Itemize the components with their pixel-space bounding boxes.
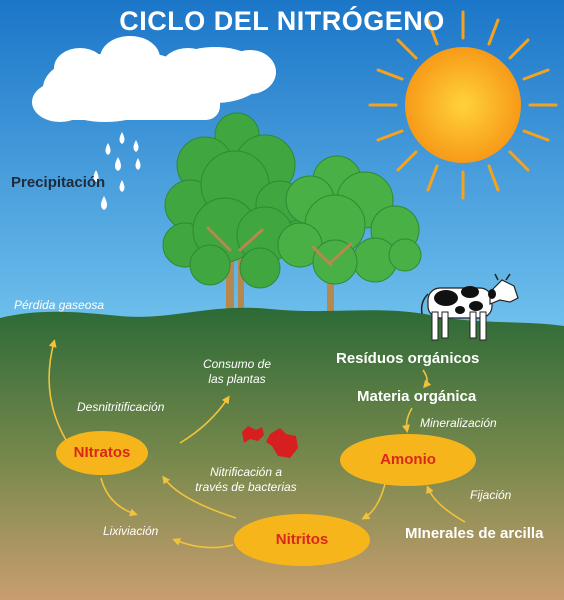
sun-icon xyxy=(368,10,558,200)
cloud-icon xyxy=(32,36,276,122)
label-nitrification-line1: Nitrificación a xyxy=(209,465,283,479)
label-mineralization: Mineralización xyxy=(420,416,497,430)
label-organic-residues: Resíduos orgánicos xyxy=(336,350,480,367)
arrow-nitrates-to-plants xyxy=(179,395,230,444)
nitrites-label: Nitritos xyxy=(275,531,329,548)
page-title: CICLO DEL NITRÓGENO xyxy=(119,6,445,36)
label-plant-uptake-line2: las plantas xyxy=(208,372,266,386)
nitrates-oval xyxy=(56,431,148,475)
bacteria-icon xyxy=(242,426,298,458)
arrow-matter-to-ammonium xyxy=(402,407,413,433)
arrow-ammonium-to-nitrites xyxy=(361,483,386,520)
label-clay-minerals: MInerales de arcilla xyxy=(405,525,544,542)
label-nitrification-line2: través de bacterias xyxy=(195,480,297,494)
label-plant-uptake-line1: Consumo de xyxy=(202,357,272,371)
arrow-nitrites-to-leaching xyxy=(172,538,234,549)
nitrites-oval xyxy=(234,514,370,566)
label-fixation: Fijación xyxy=(470,488,512,502)
nitrates-label: NItratos xyxy=(73,444,131,461)
label-organic-matter: Materia orgánica xyxy=(357,388,477,405)
label-gas-loss: Pérdida gaseosa xyxy=(14,298,105,312)
arrow-nitrites-to-nitrates xyxy=(162,475,237,519)
arrow-nitrates-to-leaching xyxy=(100,477,138,517)
arrow-clay-to-ammonium xyxy=(426,485,466,523)
label-leaching: Lixiviación xyxy=(103,524,159,538)
cow-icon xyxy=(420,273,519,341)
arrow-nitrates-to-gas xyxy=(48,339,67,441)
trees-icon xyxy=(162,112,422,350)
label-nitrification: Nitrificación a través de bacterias xyxy=(195,465,297,495)
label-precipitation: Precipitación xyxy=(11,174,106,191)
ammonium-oval xyxy=(340,434,476,486)
arrow-residues-to-matter xyxy=(422,369,432,389)
label-denitrification: Desnitritificación xyxy=(77,400,165,414)
ammonium-label: Amonio xyxy=(380,451,436,468)
label-plant-uptake: Consumo de las plantas xyxy=(196,357,278,387)
rain-drops-icon xyxy=(93,132,141,210)
